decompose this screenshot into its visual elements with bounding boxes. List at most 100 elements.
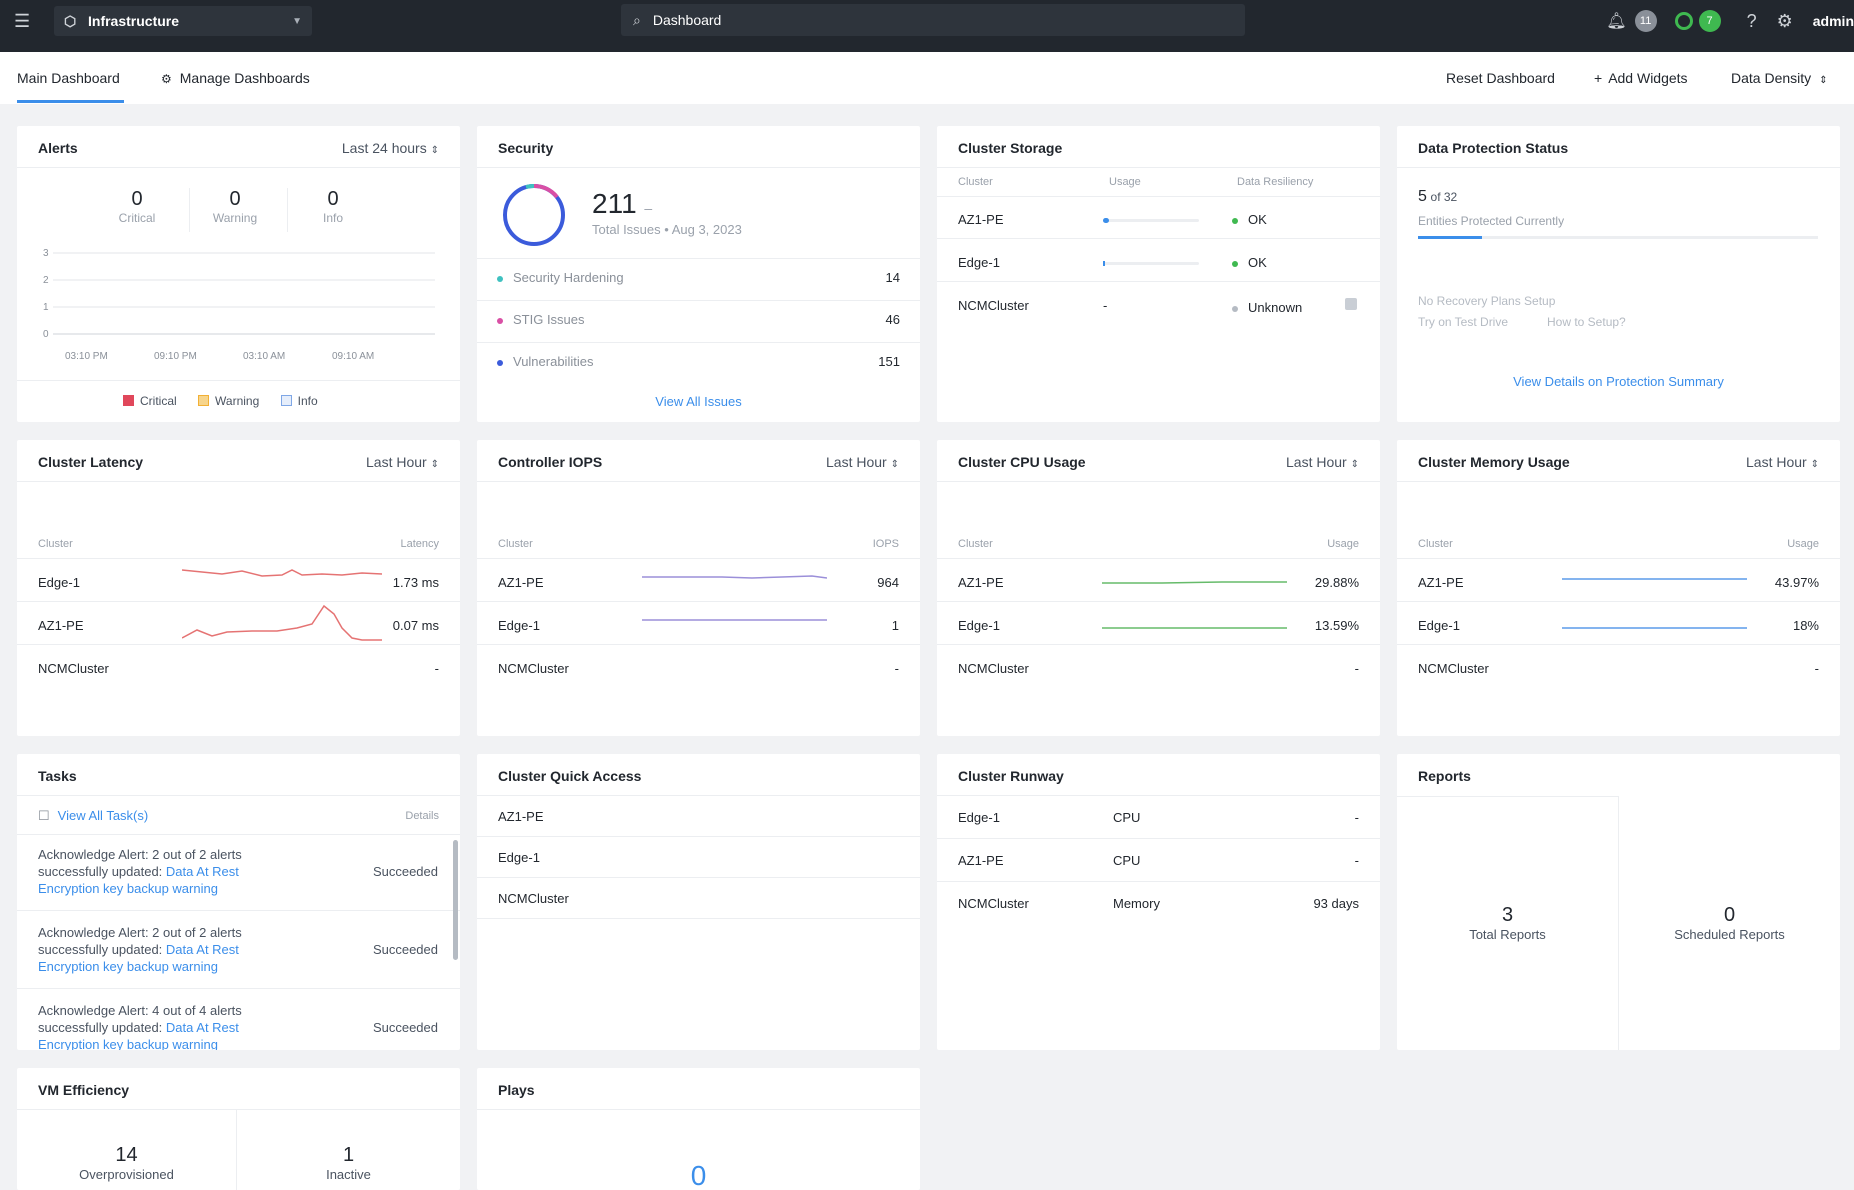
x-tick: 09:10 AM bbox=[332, 351, 374, 360]
tab-main-dashboard[interactable]: Main Dashboard bbox=[17, 70, 120, 86]
cluster-name[interactable]: NCMCluster bbox=[958, 661, 1029, 676]
cluster-name[interactable]: AZ1-PE bbox=[958, 212, 1004, 227]
status-dot-icon bbox=[1232, 260, 1238, 267]
data-density-select[interactable]: Data Density ⇕ bbox=[1731, 70, 1828, 86]
column-header: Usage bbox=[1787, 538, 1819, 550]
tasks-badge[interactable]: 7 bbox=[1698, 10, 1721, 32]
security-item[interactable]: Vulnerabilities 151 bbox=[497, 354, 900, 369]
divider bbox=[1397, 558, 1840, 559]
view-protection-summary-link[interactable]: View Details on Protection Summary bbox=[1513, 374, 1724, 389]
overprovisioned[interactable]: 14 Overprovisioned bbox=[17, 1144, 236, 1182]
task-alert-link[interactable]: Data At Rest bbox=[165, 942, 239, 957]
security-item[interactable]: Security Hardening 14 bbox=[497, 270, 900, 285]
divider bbox=[236, 1110, 237, 1190]
widget-header bbox=[17, 440, 460, 482]
legend-item-critical[interactable]: Critical bbox=[123, 394, 177, 408]
plays-count[interactable]: 0 bbox=[690, 1160, 707, 1190]
reset-dashboard-button[interactable]: Reset Dashboard bbox=[1446, 70, 1555, 86]
search-bar[interactable]: ⌕ bbox=[621, 4, 1245, 36]
cluster-quick-access-widget: Cluster Quick Access AZ1-PE Edge-1 NCMCl… bbox=[477, 754, 920, 1050]
runway-cluster[interactable]: NCMCluster bbox=[958, 896, 1029, 911]
tab-manage-dashboards[interactable]: ⚙ Manage Dashboards bbox=[161, 70, 310, 86]
cluster-name[interactable]: Edge-1 bbox=[498, 618, 540, 633]
usage-value: - bbox=[1103, 298, 1108, 313]
critical-count-label: Critical bbox=[118, 211, 156, 225]
time-range-select[interactable]: Last Hour ⇕ bbox=[826, 454, 899, 470]
cluster-name[interactable]: NCMCluster bbox=[1418, 661, 1489, 676]
time-range-label: Last Hour bbox=[1746, 454, 1807, 470]
runway-value: 93 days bbox=[1313, 896, 1359, 911]
sparkline bbox=[182, 604, 382, 641]
task-list[interactable]: Acknowledge Alert: 2 out of 2 alerts suc… bbox=[17, 834, 460, 1050]
column-header: Cluster bbox=[1418, 538, 1453, 550]
user-menu[interactable]: admin bbox=[1812, 13, 1854, 29]
total-reports[interactable]: 3 Total Reports bbox=[1397, 904, 1618, 942]
search-input[interactable] bbox=[652, 12, 1213, 28]
cluster-name[interactable]: NCMCluster bbox=[38, 661, 109, 676]
bullet-icon bbox=[497, 359, 503, 366]
task-item[interactable]: Acknowledge Alert: 2 out of 2 alerts suc… bbox=[38, 846, 298, 897]
time-range-select[interactable]: Last 24 hours ⇕ bbox=[342, 140, 439, 156]
cluster-name[interactable]: AZ1-PE bbox=[38, 618, 84, 633]
view-all-issues-link[interactable]: View All Issues bbox=[655, 394, 742, 409]
security-item[interactable]: STIG Issues 46 bbox=[497, 312, 900, 327]
time-range-select[interactable]: Last Hour ⇕ bbox=[366, 454, 439, 470]
cluster-name[interactable]: Edge-1 bbox=[958, 618, 1000, 633]
cluster-name[interactable]: NCMCluster bbox=[498, 661, 569, 676]
test-drive-link[interactable]: Try on Test Drive bbox=[1418, 315, 1509, 329]
task-alert-link[interactable]: Encryption key backup warning bbox=[38, 1037, 218, 1050]
runway-cluster[interactable]: AZ1-PE bbox=[958, 853, 1004, 868]
app-switcher[interactable]: ⬡ Infrastructure ▼ bbox=[54, 6, 312, 36]
cluster-name[interactable]: AZ1-PE bbox=[958, 575, 1004, 590]
view-all-tasks-link[interactable]: View All Task(s) bbox=[57, 808, 149, 823]
scheduled-reports[interactable]: 0 Scheduled Reports bbox=[1619, 904, 1840, 942]
runway-cluster[interactable]: Edge-1 bbox=[958, 810, 1000, 825]
menu-icon[interactable]: ☰ bbox=[14, 11, 31, 31]
scrollbar[interactable] bbox=[453, 840, 458, 960]
info-icon[interactable] bbox=[1345, 298, 1357, 310]
total-reports-value: 3 bbox=[1501, 904, 1514, 926]
y-tick: 2 bbox=[43, 275, 49, 286]
resiliency-status: Unknown bbox=[1232, 300, 1302, 315]
task-alert-link[interactable]: Data At Rest bbox=[165, 864, 239, 879]
sparkline bbox=[1102, 627, 1287, 629]
legend-item-info[interactable]: Info bbox=[280, 394, 318, 408]
cluster-name[interactable]: Edge-1 bbox=[38, 575, 80, 590]
widget-header bbox=[17, 126, 460, 168]
security-item-label: Security Hardening bbox=[513, 270, 624, 285]
cluster-name[interactable]: AZ1-PE bbox=[1418, 575, 1464, 590]
time-range-select[interactable]: Last Hour ⇕ bbox=[1746, 454, 1819, 470]
sparkline bbox=[1102, 581, 1287, 584]
legend-item-warning[interactable]: Warning bbox=[198, 394, 259, 408]
divider bbox=[937, 281, 1380, 282]
task-alert-link[interactable]: Encryption key backup warning bbox=[38, 881, 218, 896]
time-range-select[interactable]: Last Hour ⇕ bbox=[1286, 454, 1359, 470]
quick-access-item[interactable]: NCMCluster bbox=[498, 891, 569, 906]
legend-label: Critical bbox=[140, 394, 177, 408]
status-ring-icon[interactable] bbox=[1674, 12, 1693, 30]
view-all-tasks[interactable]: ☐ View All Task(s) bbox=[38, 808, 148, 824]
cluster-name[interactable]: Edge-1 bbox=[1418, 618, 1460, 633]
bell-icon[interactable]: 🔔︎ bbox=[1606, 13, 1627, 30]
task-item[interactable]: Acknowledge Alert: 4 out of 4 alerts suc… bbox=[38, 1002, 298, 1050]
how-to-setup-link[interactable]: How to Setup? bbox=[1547, 315, 1626, 329]
help-icon[interactable]: ? bbox=[1746, 10, 1757, 31]
cpu-value: - bbox=[1354, 661, 1359, 676]
task-item[interactable]: Acknowledge Alert: 2 out of 2 alerts suc… bbox=[38, 924, 298, 975]
task-alert-link[interactable]: Encryption key backup warning bbox=[38, 959, 218, 974]
add-widgets-button[interactable]: + Add Widgets bbox=[1594, 70, 1688, 86]
task-alert-link[interactable]: Data At Rest bbox=[165, 1020, 239, 1035]
runway-value: - bbox=[1354, 810, 1359, 825]
memory-value: 43.97% bbox=[1774, 575, 1819, 590]
cluster-name[interactable]: AZ1-PE bbox=[498, 575, 544, 590]
task-text-part: successfully updated: bbox=[38, 864, 163, 879]
gear-icon[interactable]: ⚙ bbox=[1776, 10, 1793, 31]
notifications-badge[interactable]: 11 bbox=[1634, 10, 1657, 32]
sparkline-path bbox=[1102, 581, 1287, 584]
cluster-name[interactable]: NCMCluster bbox=[958, 298, 1029, 313]
divider bbox=[937, 644, 1380, 645]
quick-access-item[interactable]: Edge-1 bbox=[498, 850, 540, 865]
quick-access-item[interactable]: AZ1-PE bbox=[498, 809, 544, 824]
inactive[interactable]: 1 Inactive bbox=[237, 1144, 460, 1182]
cluster-name[interactable]: Edge-1 bbox=[958, 255, 1000, 270]
